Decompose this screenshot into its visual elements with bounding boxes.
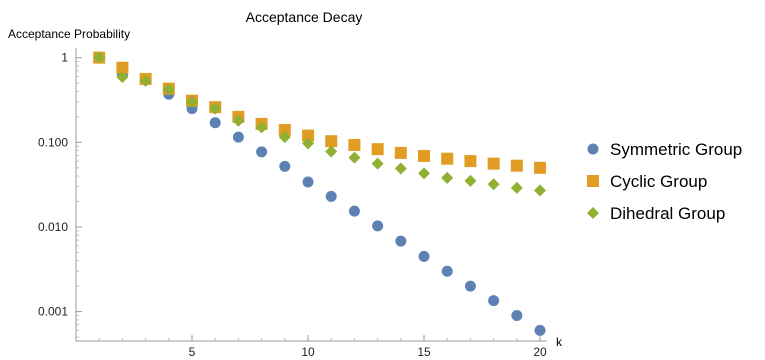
cyclic-group-point xyxy=(441,152,454,165)
y-tick-label: 0.010 xyxy=(38,220,68,234)
x-tick-label: 10 xyxy=(301,345,315,359)
dihedral-group-point xyxy=(534,184,547,197)
dihedral-group-point xyxy=(441,171,454,184)
dihedral-group-point xyxy=(325,145,338,158)
legend-marker-symmetric-group xyxy=(587,143,599,155)
dihedral-group-point xyxy=(348,151,361,164)
symmetric-group-point xyxy=(534,324,546,336)
dihedral-group-point xyxy=(186,95,199,108)
dihedral-group-point xyxy=(371,157,384,170)
dihedral-group-point xyxy=(278,131,291,144)
symmetric-group-point xyxy=(256,146,268,158)
cyclic-group-point xyxy=(394,146,407,159)
x-tick-label: 15 xyxy=(417,345,431,359)
dihedral-group-point xyxy=(139,74,152,87)
cyclic-group-point xyxy=(487,157,500,170)
legend: Symmetric Group Cyclic Group Dihedral Grou… xyxy=(587,140,742,223)
symmetric-group-point xyxy=(279,160,291,172)
legend-label-dihedral-group: Dihedral Group xyxy=(610,204,725,223)
symmetric-group-point xyxy=(372,220,384,232)
symmetric-group-point xyxy=(348,205,360,217)
symmetric-group-point xyxy=(464,280,476,292)
dihedral-group-point xyxy=(487,178,500,191)
dihedral-group-point xyxy=(464,174,477,187)
cyclic-group-point xyxy=(278,123,291,136)
y-axis-ticks: 1 0.100 0.010 0.001 xyxy=(38,51,82,338)
symmetric-group-point xyxy=(302,176,314,188)
symmetric-group-point xyxy=(441,265,453,277)
x-axis-ticks: 5 10 15 20 xyxy=(98,335,547,359)
cyclic-group-point xyxy=(116,61,129,74)
cyclic-group-point xyxy=(371,143,384,156)
legend-label-cyclic-group: Cyclic Group xyxy=(610,172,707,191)
dihedral-group-point xyxy=(302,137,315,150)
cyclic-group-point xyxy=(510,159,523,172)
cyclic-group-point xyxy=(464,155,477,168)
dihedral-group-point xyxy=(232,114,245,127)
symmetric-group-point xyxy=(511,310,523,322)
data-points xyxy=(93,51,547,336)
y-tick-label: 0.100 xyxy=(38,135,68,149)
legend-marker-dihedral-group xyxy=(587,207,599,219)
cyclic-group-point xyxy=(325,135,338,148)
cyclic-group-point xyxy=(348,138,361,151)
dihedral-group-point xyxy=(255,121,268,134)
dihedral-group-point xyxy=(418,167,431,180)
legend-marker-cyclic-group xyxy=(587,175,599,187)
dihedral-group-point xyxy=(116,71,129,84)
dihedral-group-point xyxy=(209,102,222,115)
symmetric-group-point xyxy=(209,117,221,129)
dihedral-group-point xyxy=(93,51,106,64)
x-axis-title: k xyxy=(556,335,563,349)
chart-title: Acceptance Decay xyxy=(246,9,363,25)
dihedral-group-point xyxy=(162,83,175,96)
dihedral-group-point xyxy=(510,181,523,194)
legend-label-symmetric-group: Symmetric Group xyxy=(610,140,742,159)
cyclic-group-point xyxy=(534,161,547,174)
dihedral-group-point xyxy=(394,162,407,175)
y-axis-title: Acceptance Probability xyxy=(8,27,130,41)
x-tick-label: 5 xyxy=(189,345,196,359)
y-tick-label: 1 xyxy=(61,51,68,65)
symmetric-group-point xyxy=(488,295,500,307)
y-tick-label: 0.001 xyxy=(38,305,68,319)
symmetric-group-point xyxy=(325,190,337,202)
x-tick-label: 20 xyxy=(533,345,547,359)
symmetric-group-point xyxy=(418,250,430,262)
symmetric-group-point xyxy=(232,131,244,143)
symmetric-group-point xyxy=(395,235,407,247)
cyclic-group-point xyxy=(418,149,431,162)
cyclic-group-point xyxy=(302,129,315,142)
